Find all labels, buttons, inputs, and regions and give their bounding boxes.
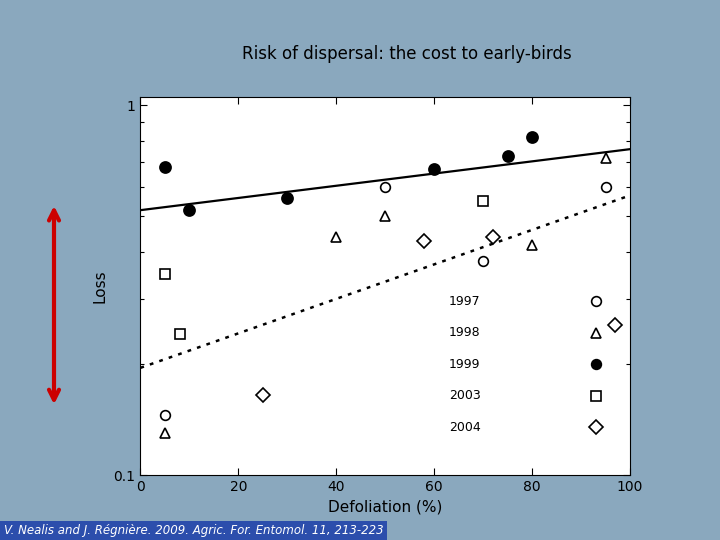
Text: 1997: 1997 [449,295,480,308]
Text: Risk of dispersal: the cost to early-birds: Risk of dispersal: the cost to early-bir… [242,45,572,63]
Text: 2004: 2004 [449,421,480,434]
Text: 1999: 1999 [449,357,480,371]
Y-axis label: Loss: Loss [93,269,108,303]
Text: 2003: 2003 [449,389,480,402]
Text: V. Nealis and J. Régnière. 2009. Agric. For. Entomol. 11, 213-223: V. Nealis and J. Régnière. 2009. Agric. … [4,524,383,537]
Text: 1998: 1998 [449,326,480,339]
X-axis label: Defoliation (%): Defoliation (%) [328,500,442,515]
